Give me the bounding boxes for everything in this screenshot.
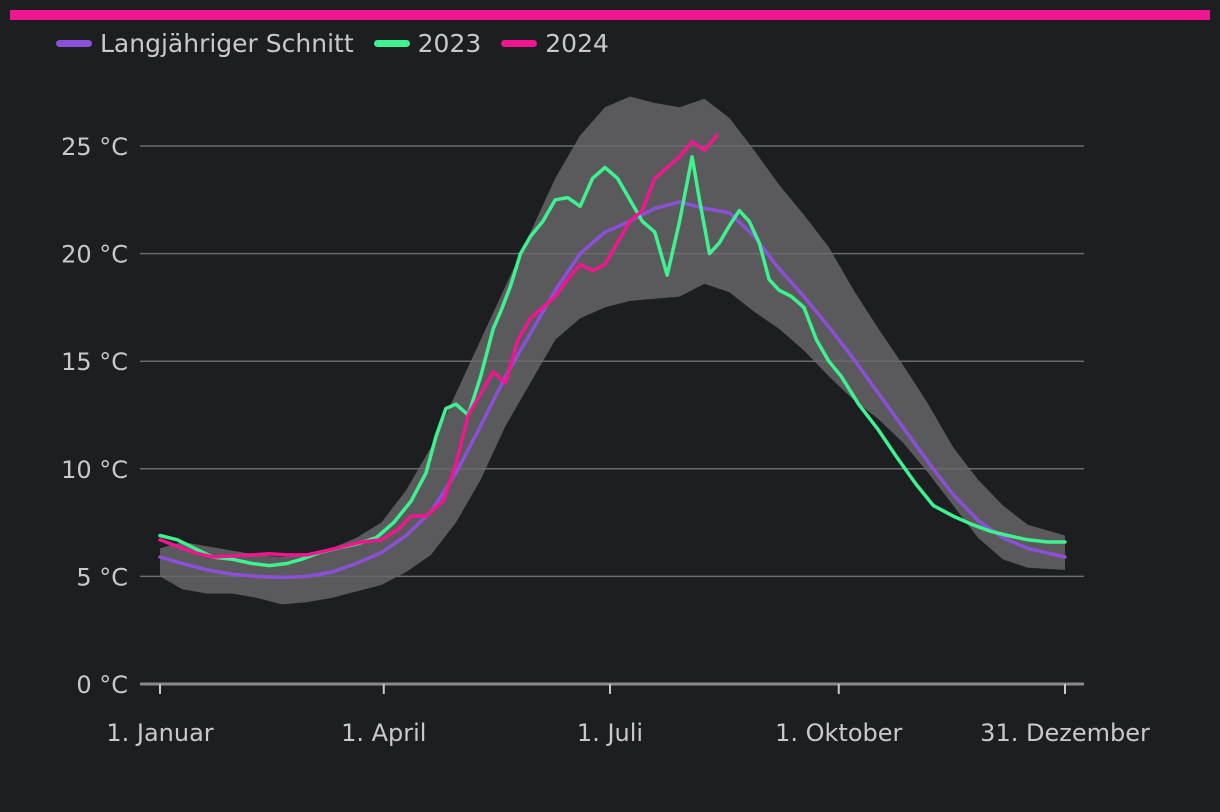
legend-label-average: Langjähriger Schnitt [100,28,354,58]
legend-label-2024: 2024 [545,28,609,58]
legend-item-average[interactable]: Langjähriger Schnitt [56,29,354,58]
legend-label-2023: 2023 [417,28,482,58]
legend-swatch-average [56,39,92,47]
y-tick-label-15: 15 °C [61,348,128,376]
series-line-2024 [158,133,719,559]
series-line-average [158,200,1067,580]
legend-swatch-2024 [501,39,538,47]
x-tick-label-3: 1. Oktober [775,719,902,747]
y-tick-label-5: 5 °C [76,563,128,591]
x-tick-label-1: 1. April [341,719,426,747]
legend-swatch-2023 [373,39,410,47]
x-tick-label-4: 31. Dezember [980,719,1150,747]
top-accent-bar [10,10,1210,20]
legend-item-2023[interactable]: 2023 [373,28,482,58]
legend: Langjähriger Schnitt 2023 2024 [56,26,629,60]
y-tick-label-20: 20 °C [61,241,128,269]
range-band [160,96,1065,605]
y-tick-label-25: 25 °C [61,133,128,161]
legend-item-2024[interactable]: 2024 [501,29,609,58]
x-tick-label-2: 1. Juli [577,719,643,747]
y-tick-label-0: 0 °C [76,671,128,699]
x-tick-label-0: 1. Januar [106,719,213,747]
y-tick-label-10: 10 °C [61,456,128,484]
